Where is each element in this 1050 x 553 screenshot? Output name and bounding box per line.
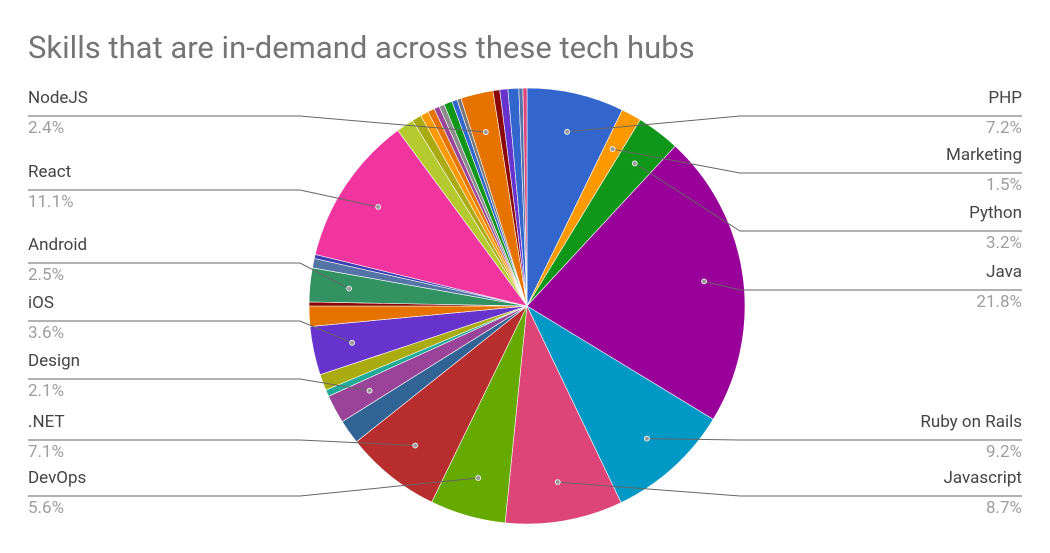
slice-value-label: 2.1% [28, 381, 64, 401]
pie-slice [526, 87, 623, 307]
slice-value-label: 11.1% [28, 192, 74, 212]
leader-line [28, 439, 416, 447]
pie-slice [526, 145, 746, 420]
leader-dot [375, 204, 382, 210]
slice-label: Java [986, 262, 1022, 282]
slice-label: Python [969, 203, 1022, 223]
pie-slice [504, 304, 622, 525]
leader-dot [366, 387, 373, 394]
slice-value-label: 7.2% [986, 118, 1022, 138]
slice-label: .NET [28, 412, 65, 432]
leader-line [28, 189, 379, 208]
slice-label: PHP [988, 88, 1022, 108]
slice-value-label: 2.4% [28, 118, 64, 138]
leader-dot [701, 278, 707, 285]
leader-line [646, 438, 1022, 441]
leader-line [28, 115, 486, 133]
slice-value-label: 3.6% [28, 323, 64, 343]
pie-slice [522, 87, 528, 307]
slice-label: Javascript [943, 468, 1022, 488]
slice-label: Android [28, 235, 87, 255]
slice-label: DevOps [28, 468, 86, 488]
slice-label: NodeJS [28, 88, 88, 108]
slice-label: Marketing [946, 145, 1022, 165]
leader-dot [643, 435, 650, 442]
slice-value-label: 1.5% [986, 175, 1022, 195]
slice-value-label: 2.5% [28, 265, 64, 285]
leader-line [28, 378, 370, 392]
leader-dot [346, 285, 352, 292]
pie-slice [526, 305, 714, 504]
slice-value-label: 5.6% [28, 498, 64, 518]
leader-line [634, 162, 1022, 232]
leader-line [567, 115, 1022, 133]
leader-dot [609, 146, 616, 152]
slice-label: iOS [28, 293, 54, 313]
slice-value-label: 7.1% [28, 442, 64, 462]
leader-dot [349, 339, 355, 346]
leader-dot [475, 475, 482, 481]
slice-value-label: 3.2% [986, 233, 1022, 253]
slice-value-label: 8.7% [986, 498, 1022, 518]
chart-title: Skills that are in-demand across these t… [28, 29, 695, 66]
slice-label: Design [28, 351, 80, 371]
leader-line [612, 148, 1022, 174]
slice-label: Ruby on Rails [920, 412, 1022, 432]
slice-value-label: 9.2% [986, 442, 1022, 462]
leader-line [557, 481, 1022, 497]
slice-value-label: 21.8% [976, 292, 1022, 312]
leader-line [28, 320, 353, 344]
slice-label: React [28, 162, 71, 182]
leader-line [28, 262, 350, 290]
leader-line [703, 280, 1022, 291]
leader-dot [564, 128, 570, 135]
leader-dot [482, 129, 489, 135]
pie-slice [314, 130, 528, 307]
leader-dot [412, 442, 419, 449]
leader-dot [631, 160, 638, 167]
leader-dot [554, 479, 561, 485]
leader-line [28, 477, 479, 497]
